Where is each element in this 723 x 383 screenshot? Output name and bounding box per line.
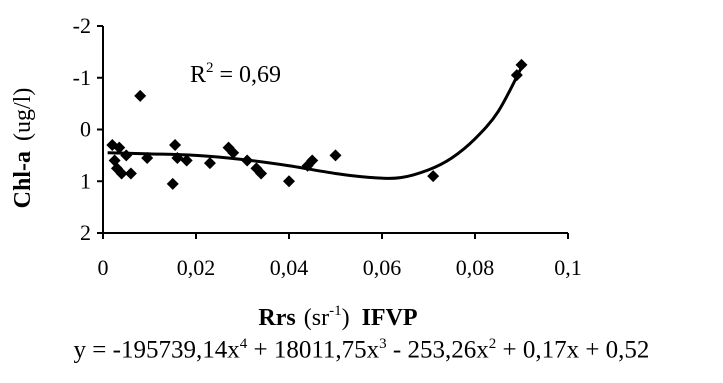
data-point	[329, 149, 342, 162]
data-point	[255, 167, 268, 180]
data-point	[427, 170, 440, 183]
data-point	[180, 154, 193, 167]
y-tick-label: -2	[73, 13, 91, 38]
data-point	[227, 146, 240, 159]
y-tick-label: -1	[73, 65, 91, 90]
y-tick-label: 0	[80, 117, 91, 142]
data-point	[166, 177, 179, 190]
data-point	[169, 139, 182, 152]
data-point	[515, 58, 528, 71]
trendline-equation: y = -195739,14x4 + 18011,75x3 - 253,26x2…	[73, 336, 650, 364]
x-tick-label: 0,02	[177, 255, 216, 280]
data-point	[124, 167, 137, 180]
data-points	[106, 58, 528, 190]
chart: -2 -1 0 1 2 0 0,02 0,04 0,06 0,08 0,1 R2 = 0,69 C…	[10, 13, 582, 331]
trendline	[107, 66, 523, 180]
data-point	[241, 154, 254, 167]
data-point	[203, 157, 216, 170]
y-tick-label: 1	[80, 168, 91, 193]
data-point	[510, 69, 523, 82]
x-axis-label: Rrs (sr-1) IFVP	[258, 303, 417, 331]
data-point	[171, 151, 184, 164]
y-tick-label: 2	[80, 220, 91, 245]
x-tick-label: 0,08	[456, 255, 495, 280]
data-point	[115, 167, 128, 180]
data-point	[113, 141, 126, 154]
r-squared-annotation: R2 = 0,69	[190, 60, 281, 88]
x-tick-label: 0	[98, 255, 109, 280]
trendline-group	[107, 66, 523, 180]
data-point	[141, 151, 154, 164]
axes	[97, 25, 569, 239]
data-point	[120, 149, 133, 162]
x-tick-labels: 0 0,02 0,04 0,06 0,08 0,1	[98, 255, 582, 280]
x-tick-label: 0,04	[270, 255, 309, 280]
data-point	[283, 175, 295, 188]
y-axis-label: Chl-a(ug/l)	[10, 88, 36, 209]
y-tick-labels: -2 -1 0 1 2	[73, 13, 91, 245]
x-tick-label: 0,1	[554, 255, 582, 280]
x-tick-label: 0,06	[363, 255, 402, 280]
data-point	[134, 89, 147, 102]
data-point	[306, 154, 319, 167]
